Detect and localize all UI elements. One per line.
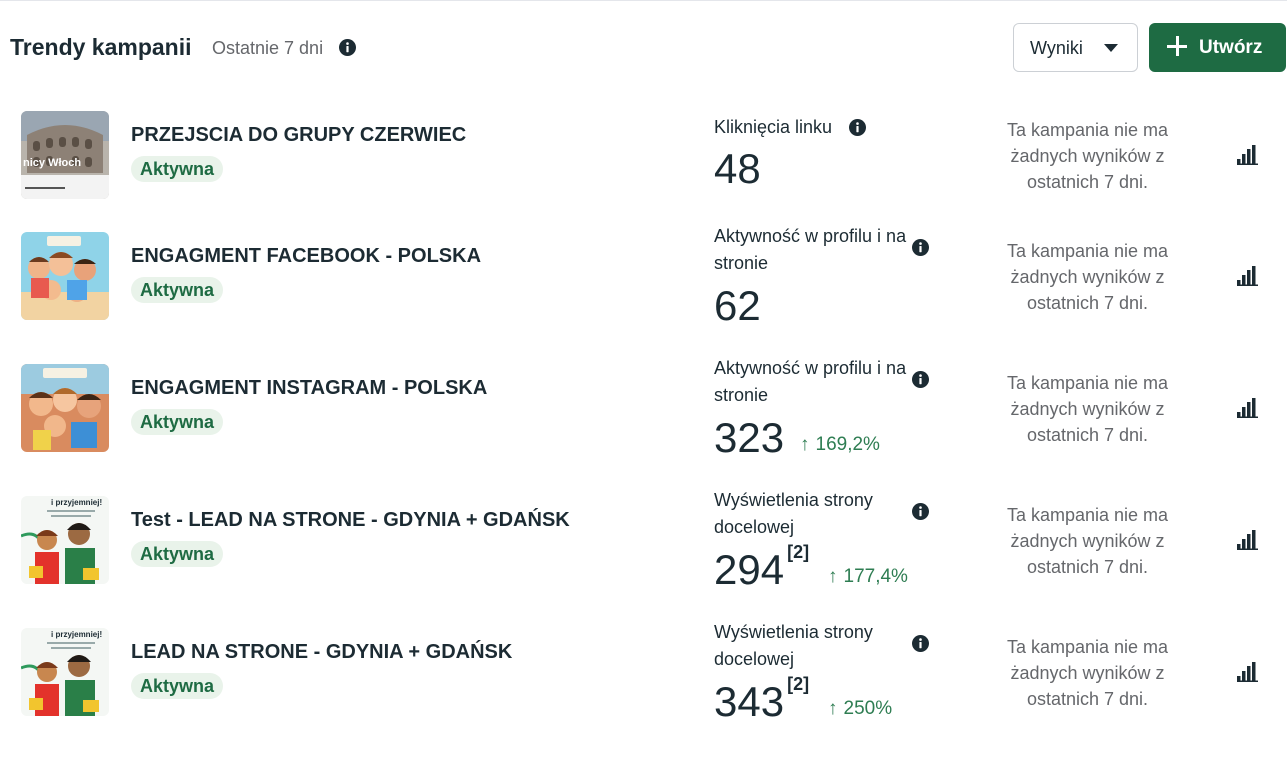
status-badge: Aktywna [131, 156, 224, 182]
status-badge: Aktywna [131, 673, 224, 699]
metric-value: 294 [2] [714, 542, 809, 594]
create-button[interactable]: Utwórz [1149, 23, 1286, 72]
status-badge: Aktywna [131, 277, 224, 303]
top-divider [0, 0, 1287, 1]
info-icon[interactable] [912, 635, 929, 652]
metric-value: 48 [714, 145, 761, 193]
metric-value: 323 [714, 414, 784, 462]
date-range-label: Ostatnie 7 dni [212, 38, 324, 58]
no-results-message: Ta kampania nie ma żadnych wyników z ost… [1006, 373, 1169, 445]
plus-icon [1167, 36, 1187, 56]
metric-label: Aktywność w profilu i na stronie [714, 226, 907, 273]
bar-chart-icon[interactable] [1237, 398, 1259, 418]
no-results-message: Ta kampania nie ma żadnych wyników z ost… [1006, 637, 1169, 709]
results-dropdown-label: Wyniki [1030, 38, 1083, 58]
trend-delta-value: 177,4% [843, 566, 908, 587]
caret-down-icon [1104, 44, 1118, 52]
no-results-message: Ta kampania nie ma żadnych wyników z ost… [1006, 505, 1169, 577]
campaign-trends-header: Trendy kampanii Ostatnie 7 dni Wyniki Ut… [0, 0, 1287, 96]
arrow-up-icon: ↑ [828, 566, 838, 587]
campaign-row: nicy Włoch PRZEJSCIA DO GRUPY CZERWIEC A… [0, 111, 1287, 243]
no-results-message: Ta kampania nie ma żadnych wyników z ost… [1006, 120, 1169, 192]
status-badge: Aktywna [131, 541, 224, 567]
footnote-marker[interactable]: [2] [787, 674, 810, 694]
arrow-up-icon: ↑ [800, 434, 810, 455]
campaign-name[interactable]: ENGAGMENT INSTAGRAM - POLSKA [131, 377, 488, 399]
results-dropdown[interactable]: Wyniki [1013, 23, 1138, 72]
metric-label: Wyświetlenia strony docelowej [714, 490, 873, 537]
trend-delta: ↑ 177,4% [828, 566, 908, 588]
trend-delta: ↑ 250% [828, 698, 892, 720]
info-icon[interactable] [339, 39, 356, 56]
bar-chart-icon[interactable] [1237, 662, 1259, 682]
metric-label: Kliknięcia linku [714, 117, 833, 137]
status-badge: Aktywna [131, 409, 224, 435]
trend-delta-value: 250% [843, 698, 893, 719]
thumbnail-text: i przyjemniej! [51, 498, 102, 507]
thumbnail-text: nicy Włoch [23, 157, 81, 169]
campaign-row: ENGAGMENT INSTAGRAM - POLSKA Aktywna Akt… [0, 358, 1287, 496]
metric-value-number: 294 [714, 546, 785, 593]
metric-value: 343 [2] [714, 674, 809, 726]
bar-chart-icon[interactable] [1237, 530, 1259, 550]
create-button-label: Utwórz [1199, 37, 1263, 58]
page-title: Trendy kampanii [10, 34, 192, 60]
footnote-marker[interactable]: [2] [787, 542, 810, 562]
info-icon[interactable] [912, 239, 929, 256]
campaign-thumbnail[interactable]: i przyjemniej! [21, 628, 109, 716]
campaign-row: ENGAGMENT FACEBOOK - POLSKA Aktywna Akty… [0, 226, 1287, 364]
campaign-thumbnail[interactable]: nicy Włoch [21, 111, 109, 199]
metric-value: 62 [714, 282, 761, 330]
info-icon[interactable] [849, 119, 866, 136]
info-icon[interactable] [912, 503, 929, 520]
campaign-thumbnail[interactable] [21, 364, 109, 452]
trend-delta: ↑ 169,2% [800, 434, 880, 456]
bar-chart-icon[interactable] [1237, 145, 1259, 165]
trend-delta-value: 169,2% [815, 434, 880, 455]
campaign-row: i przyjemniej! Test - LEAD NA STRONE - G… [0, 490, 1287, 628]
metric-label: Wyświetlenia strony docelowej [714, 622, 873, 669]
metric-label: Aktywność w profilu i na stronie [714, 358, 907, 405]
arrow-up-icon: ↑ [828, 698, 838, 719]
metric-value-number: 323 [714, 414, 785, 461]
thumbnail-text: i przyjemniej! [51, 630, 102, 639]
campaign-row: i przyjemniej! LEAD NA STRONE - GDYNIA +… [0, 622, 1287, 758]
no-results-message: Ta kampania nie ma żadnych wyników z ost… [1006, 241, 1169, 313]
metric-value-number: 62 [714, 282, 761, 329]
metric-value-number: 343 [714, 678, 785, 725]
metric-value-number: 48 [714, 145, 761, 192]
bar-chart-icon[interactable] [1237, 266, 1259, 286]
campaign-name[interactable]: PRZEJSCIA DO GRUPY CZERWIEC [131, 124, 467, 146]
campaign-name[interactable]: ENGAGMENT FACEBOOK - POLSKA [131, 245, 482, 267]
campaign-thumbnail[interactable]: i przyjemniej! [21, 496, 109, 584]
campaign-name[interactable]: LEAD NA STRONE - GDYNIA + GDAŃSK [131, 641, 513, 663]
campaign-name[interactable]: Test - LEAD NA STRONE - GDYNIA + GDAŃSK [131, 509, 570, 531]
info-icon[interactable] [912, 371, 929, 388]
campaign-thumbnail[interactable] [21, 232, 109, 320]
